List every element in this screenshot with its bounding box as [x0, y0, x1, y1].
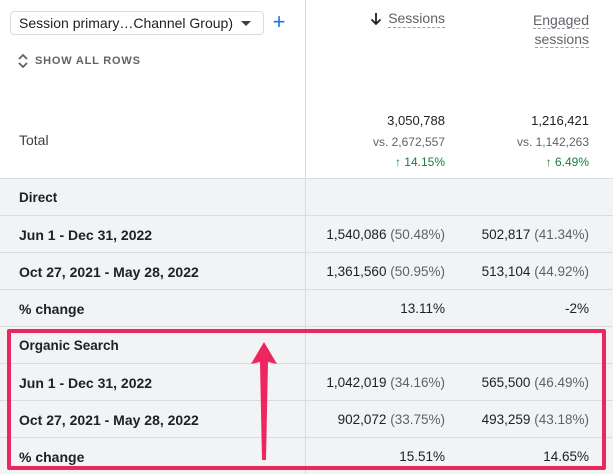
divider — [0, 215, 613, 216]
sessions-change-cell: 13.11% — [400, 301, 445, 316]
total-engaged-change: ↑ 6.49% — [545, 155, 589, 169]
divider — [0, 252, 613, 253]
column-header-sessions-label: Sessions — [388, 10, 445, 28]
row-label: Oct 27, 2021 - May 28, 2022 — [19, 263, 199, 280]
group-row-direct[interactable]: Direct — [0, 179, 613, 216]
total-sessions-change: ↑ 14.15% — [394, 155, 445, 169]
column-header-engaged-sessions[interactable]: Engaged sessions — [509, 11, 589, 49]
row-label: Jun 1 - Dec 31, 2022 — [19, 226, 153, 243]
arrow-down-icon — [371, 13, 382, 26]
dimension-select[interactable]: Session primary…Channel Group) — [10, 11, 264, 35]
chevron-down-icon — [241, 20, 251, 26]
group-row-organic-search[interactable]: Organic Search — [0, 327, 613, 364]
group-name: Organic Search — [19, 338, 119, 353]
total-label: Total — [19, 132, 49, 148]
dimension-select-label: Session primary…Channel Group) — [19, 15, 233, 31]
table-row[interactable]: Jun 1 - Dec 31, 2022 1,540,086 (50.48%) … — [0, 216, 613, 253]
sessions-cell: 902,072 (33.75%) — [337, 412, 445, 427]
row-label: % change — [19, 448, 85, 465]
row-label: Oct 27, 2021 - May 28, 2022 — [19, 411, 199, 428]
add-dimension-button[interactable]: + — [272, 9, 286, 34]
engaged-header-line1: Engaged — [532, 12, 589, 29]
engaged-cell: 502,817 (41.34%) — [481, 227, 589, 242]
total-sessions-vs: vs. 2,672,557 — [372, 135, 445, 149]
arrow-up-icon — [251, 342, 277, 460]
sessions-cell: 1,540,086 (50.48%) — [326, 227, 445, 242]
engaged-cell: 493,259 (43.18%) — [481, 412, 589, 427]
table-row[interactable]: Jun 1 - Dec 31, 2022 1,042,019 (34.16%) … — [0, 364, 613, 401]
table-row[interactable]: Oct 27, 2021 - May 28, 2022 1,361,560 (5… — [0, 253, 613, 290]
sessions-cell: 1,042,019 (34.16%) — [326, 375, 445, 390]
row-label: Jun 1 - Dec 31, 2022 — [19, 374, 153, 391]
sessions-change-cell: 15.51% — [399, 449, 445, 464]
total-engaged-vs: vs. 1,142,263 — [516, 135, 589, 149]
table-row[interactable]: % change 15.51% 14.65% — [0, 438, 613, 474]
expand-icon — [18, 54, 28, 68]
show-all-rows-button[interactable]: SHOW ALL ROWS — [17, 52, 141, 70]
total-engaged-value: 1,216,421 — [531, 113, 589, 128]
table-row[interactable]: Oct 27, 2021 - May 28, 2022 902,072 (33.… — [0, 401, 613, 438]
total-sessions-value: 3,050,788 — [387, 113, 445, 128]
divider — [0, 363, 613, 364]
divider — [0, 326, 613, 327]
column-header-sessions[interactable]: Sessions — [370, 10, 445, 28]
divider — [0, 400, 613, 401]
sessions-cell: 1,361,560 (50.95%) — [326, 264, 445, 279]
divider — [0, 437, 613, 438]
engaged-cell: 565,500 (46.49%) — [481, 375, 589, 390]
engaged-change-cell: -2% — [564, 301, 589, 316]
show-all-rows-label: SHOW ALL ROWS — [35, 55, 141, 67]
divider — [0, 289, 613, 290]
divider — [0, 178, 613, 179]
engaged-change-cell: 14.65% — [543, 449, 589, 464]
engaged-header-line2: sessions — [534, 31, 589, 48]
table-row[interactable]: % change 13.11% -2% — [0, 290, 613, 327]
row-label: % change — [19, 300, 85, 317]
engaged-cell: 513,104 (44.92%) — [481, 264, 589, 279]
column-divider — [305, 0, 306, 474]
group-name: Direct — [19, 190, 58, 205]
